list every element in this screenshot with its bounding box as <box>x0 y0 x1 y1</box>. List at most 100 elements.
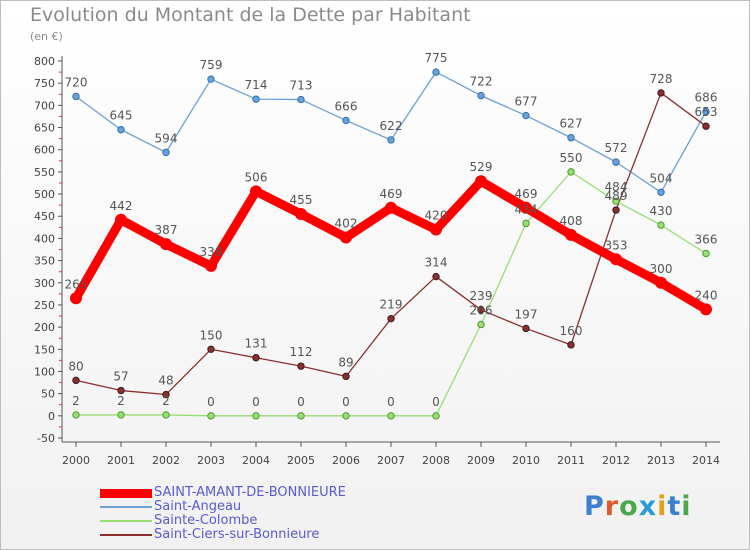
y-tick-label: 500 <box>34 188 55 201</box>
data-point <box>72 92 80 101</box>
data-point <box>520 201 532 214</box>
data-label: 112 <box>290 345 313 359</box>
data-point <box>70 292 82 305</box>
y-tick-label: 750 <box>34 77 55 90</box>
data-label: 408 <box>560 214 583 228</box>
data-point <box>117 126 125 134</box>
legend-item: Saint-Angeau <box>100 500 346 514</box>
y-tick-label: -50 <box>37 432 55 445</box>
data-label: 387 <box>155 223 178 237</box>
data-label: 366 <box>695 232 718 246</box>
data-label: 420 <box>425 209 448 223</box>
x-tick-label: 2007 <box>377 454 405 467</box>
legend-label: Sainte-Colombe <box>154 513 258 528</box>
x-tick-label: 2009 <box>467 454 495 467</box>
data-label: 0 <box>297 395 305 409</box>
data-label: 2 <box>162 394 170 408</box>
legend-swatch <box>100 534 152 536</box>
x-tick-label: 2013 <box>647 454 675 467</box>
data-label: 759 <box>200 58 223 72</box>
y-tick-label: 350 <box>34 255 55 268</box>
data-point <box>655 276 667 289</box>
data-label: 430 <box>650 204 673 218</box>
data-point <box>160 238 172 251</box>
x-tick-label: 2014 <box>692 454 720 467</box>
legend-label: SAINT-AMANT-DE-BONNIEURE <box>154 485 346 500</box>
y-axis-unit: (en €) <box>30 30 63 43</box>
data-point <box>657 188 665 196</box>
data-label: 594 <box>155 131 178 145</box>
proxiti-logo: Proxiti <box>584 491 692 522</box>
logo-letter: x <box>638 491 658 522</box>
data-label: 720 <box>65 75 88 89</box>
x-tick-label: 2006 <box>332 454 360 467</box>
y-tick-label: 700 <box>34 99 55 112</box>
data-label: 455 <box>290 193 313 207</box>
data-label: 469 <box>380 187 403 201</box>
data-point <box>610 253 622 266</box>
data-point <box>657 89 665 97</box>
data-label: 572 <box>605 141 628 155</box>
data-label: 713 <box>290 79 313 93</box>
x-tick-label: 2011 <box>557 454 585 467</box>
data-point <box>522 324 530 333</box>
data-point <box>387 136 395 144</box>
data-point <box>297 95 305 104</box>
y-tick-label: 550 <box>34 166 55 179</box>
data-point <box>250 185 262 198</box>
data-label: 314 <box>425 256 448 270</box>
data-label: 722 <box>470 75 493 89</box>
data-label: 338 <box>200 245 223 259</box>
y-tick-label: 800 <box>34 55 55 68</box>
data-label: 265 <box>65 277 88 291</box>
data-point <box>702 107 710 116</box>
data-label: 206 <box>470 303 493 317</box>
data-label: 80 <box>68 359 83 373</box>
data-point <box>430 223 442 236</box>
data-point <box>612 158 620 166</box>
data-label: 434 <box>515 202 538 216</box>
legend-item: Sainte-Colombe <box>100 514 346 528</box>
data-label: 0 <box>342 395 350 409</box>
data-label: 240 <box>695 288 718 302</box>
data-point <box>612 206 620 214</box>
data-label: 2 <box>117 394 125 408</box>
data-label: 57 <box>113 370 128 384</box>
data-point <box>342 372 350 381</box>
logo-letter: i <box>657 491 668 522</box>
data-point <box>342 412 350 420</box>
x-tick-label: 2008 <box>422 454 450 467</box>
y-tick-label: 600 <box>34 144 55 157</box>
legend-label: Saint-Ciers-sur-Bonnieure <box>154 527 320 542</box>
y-tick-label: 650 <box>34 122 55 135</box>
data-point <box>207 412 215 420</box>
data-point <box>522 111 530 120</box>
data-label: 48 <box>158 374 173 388</box>
data-point <box>162 390 170 399</box>
logo-letter: r <box>604 491 620 522</box>
data-point <box>252 95 260 103</box>
legend-label: Saint-Angeau <box>154 499 242 514</box>
data-label: 219 <box>380 298 403 312</box>
data-point <box>385 201 397 214</box>
data-point <box>522 219 530 228</box>
data-label: 89 <box>338 355 353 369</box>
x-tick-label: 2004 <box>242 454 270 467</box>
data-point <box>475 175 487 188</box>
data-label: 686 <box>695 91 718 105</box>
data-point <box>567 134 575 142</box>
data-label: 714 <box>245 78 268 92</box>
logo-letter: t <box>667 491 682 522</box>
x-tick-label: 2002 <box>152 454 180 467</box>
data-point <box>295 208 307 221</box>
chart-legend: SAINT-AMANT-DE-BONNIEURE Saint-Angeau Sain… <box>100 486 346 542</box>
data-point <box>162 148 170 157</box>
data-label: 0 <box>387 395 395 409</box>
logo-letter: P <box>584 491 605 522</box>
data-label: 550 <box>560 151 583 165</box>
data-point <box>612 197 620 205</box>
data-label: 489 <box>605 189 628 203</box>
data-point <box>432 412 440 420</box>
data-label: 622 <box>380 119 403 133</box>
data-point <box>252 412 260 420</box>
